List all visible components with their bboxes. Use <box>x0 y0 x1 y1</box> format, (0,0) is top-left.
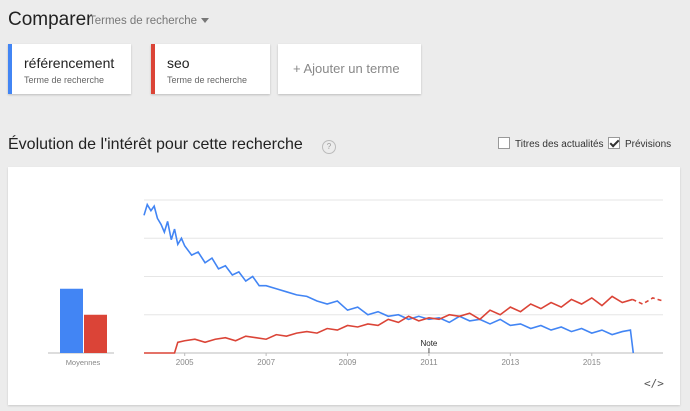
interest-chart: 2005 2007 2009 2011 2013 2015 Moyennes Note <box>48 199 664 367</box>
dropdown-label: Termes de recherche <box>89 15 198 27</box>
average-bar-seo <box>84 314 107 353</box>
forecast-checkbox[interactable]: Prévisions <box>608 137 671 150</box>
series-line-referencement <box>143 202 635 354</box>
series-forecast-line-seo <box>632 297 664 305</box>
compare-type-dropdown[interactable]: Termes de recherche <box>89 15 210 27</box>
term-type: Terme de recherche <box>24 75 105 85</box>
averages-label: Moyennes <box>66 358 101 367</box>
chart-panel: 2005 2007 2009 2011 2013 2015 Moyennes Note </> <box>8 167 680 405</box>
term-name: référencement <box>24 55 115 71</box>
x-tick-label: 2005 <box>176 358 194 367</box>
news-headlines-checkbox[interactable]: Titres des actualités <box>498 137 604 150</box>
term-card-referencement[interactable]: référencement Terme de recherche <box>8 44 131 94</box>
checkbox-icon <box>498 137 510 149</box>
add-term-button[interactable]: + Ajouter un terme <box>278 44 421 94</box>
note-label: Note <box>420 339 437 348</box>
section-title: Évolution de l'intérêt pour cette recher… <box>8 136 303 153</box>
checkbox-checked-icon <box>608 137 620 149</box>
x-tick-label: 2011 <box>420 358 438 367</box>
top-bar: Comparer Termes de recherche <box>0 0 690 40</box>
average-bar-referencement <box>60 288 83 353</box>
x-tick-label: 2007 <box>257 358 275 367</box>
term-type: Terme de recherche <box>167 75 248 85</box>
page-title: Comparer <box>8 9 93 30</box>
series-line-seo <box>144 295 633 354</box>
help-icon[interactable]: ? <box>322 140 336 154</box>
term-card-seo[interactable]: seo Terme de recherche <box>151 44 270 94</box>
term-name: seo <box>167 55 190 71</box>
embed-code-icon[interactable]: </> <box>644 377 664 390</box>
checkbox-label: Prévisions <box>625 139 672 150</box>
x-tick-label: 2015 <box>583 358 601 367</box>
caret-down-icon <box>201 18 210 24</box>
checkbox-label: Titres des actualités <box>515 139 604 150</box>
x-tick-label: 2009 <box>339 358 357 367</box>
x-tick-label: 2013 <box>501 358 519 367</box>
